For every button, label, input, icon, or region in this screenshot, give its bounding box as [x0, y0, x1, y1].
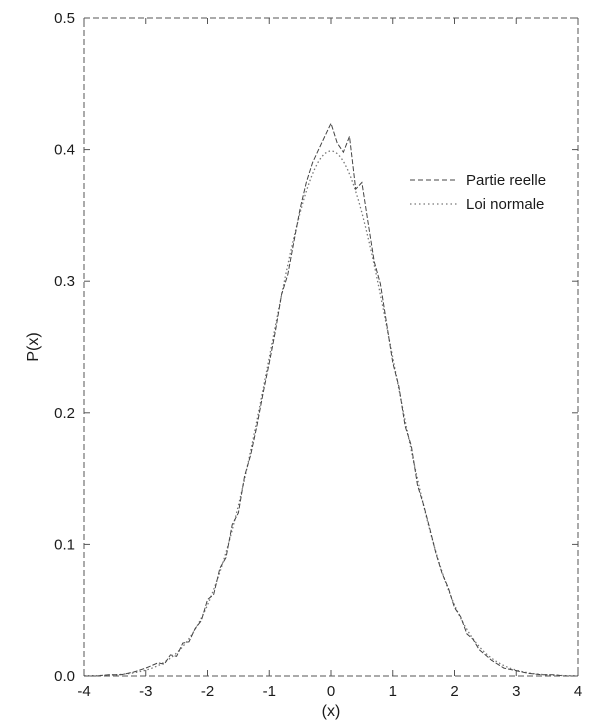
y-axis-title: P(x): [25, 332, 42, 361]
plot-frame: [83, 17, 579, 677]
legend-label-loi-normale: Loi normale: [466, 196, 544, 213]
y-tick-label: 0.2: [54, 405, 75, 422]
y-tick-label: 0.4: [54, 142, 75, 159]
y-tick-label: 0.1: [54, 536, 75, 553]
x-tick-label: -4: [77, 683, 90, 700]
y-tick-label: 0.5: [54, 10, 75, 27]
x-tick-label: 2: [450, 683, 458, 700]
y-tick-label: 0.0: [54, 668, 75, 685]
x-tick-label: -1: [263, 683, 276, 700]
x-tick-label: 3: [512, 683, 520, 700]
x-tick-label: 4: [574, 683, 582, 700]
x-tick-label: 1: [389, 683, 397, 700]
y-axis: 0.0 0.1 0.2 0.3 0.4 0.5: [54, 10, 578, 685]
series-layer: [84, 121, 578, 677]
legend-label-partie-reelle: Partie reelle: [466, 172, 546, 189]
series-line-loi-normale: [84, 150, 578, 677]
x-axis-title: (x): [322, 703, 341, 720]
y-tick-label: 0.3: [54, 273, 75, 290]
x-tick-label: -2: [201, 683, 214, 700]
x-axis: -4 -3 -2 -1 0 1 2 3 4: [77, 18, 582, 700]
x-tick-label: -3: [139, 683, 152, 700]
legend: Partie reelle Loi normale: [410, 172, 546, 213]
x-tick-label: 0: [327, 683, 335, 700]
